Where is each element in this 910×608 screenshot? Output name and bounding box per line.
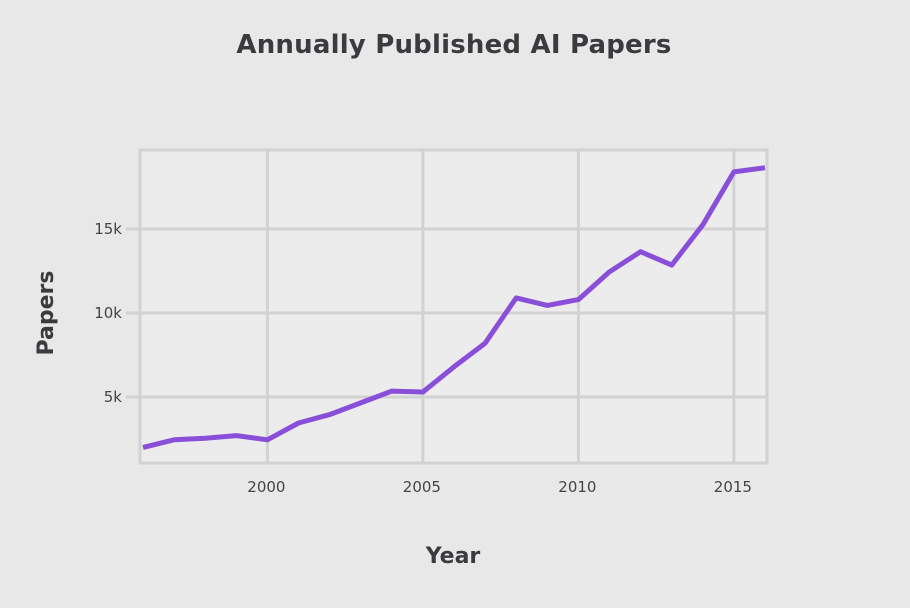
y-axis-ticks: 5k 10k 15k — [94, 220, 122, 406]
plot-area — [138, 148, 769, 465]
chart-title: Annually Published AI Papers — [236, 30, 672, 60]
gridlines — [126, 150, 767, 463]
x-tick-label: 2015 — [714, 478, 752, 496]
y-tick-label: 15k — [94, 220, 122, 238]
x-tick-label: 2010 — [558, 478, 596, 496]
x-axis-ticks: 2000 2005 2010 2015 — [247, 478, 752, 496]
x-axis-label: Year — [425, 544, 481, 569]
y-axis-label: Papers — [34, 271, 59, 356]
series-line-papers — [142, 165, 766, 450]
x-tick-label: 2005 — [403, 478, 441, 496]
y-tick-label: 5k — [104, 388, 123, 406]
x-tick-label: 2000 — [247, 478, 285, 496]
y-tick-label: 10k — [94, 304, 122, 322]
